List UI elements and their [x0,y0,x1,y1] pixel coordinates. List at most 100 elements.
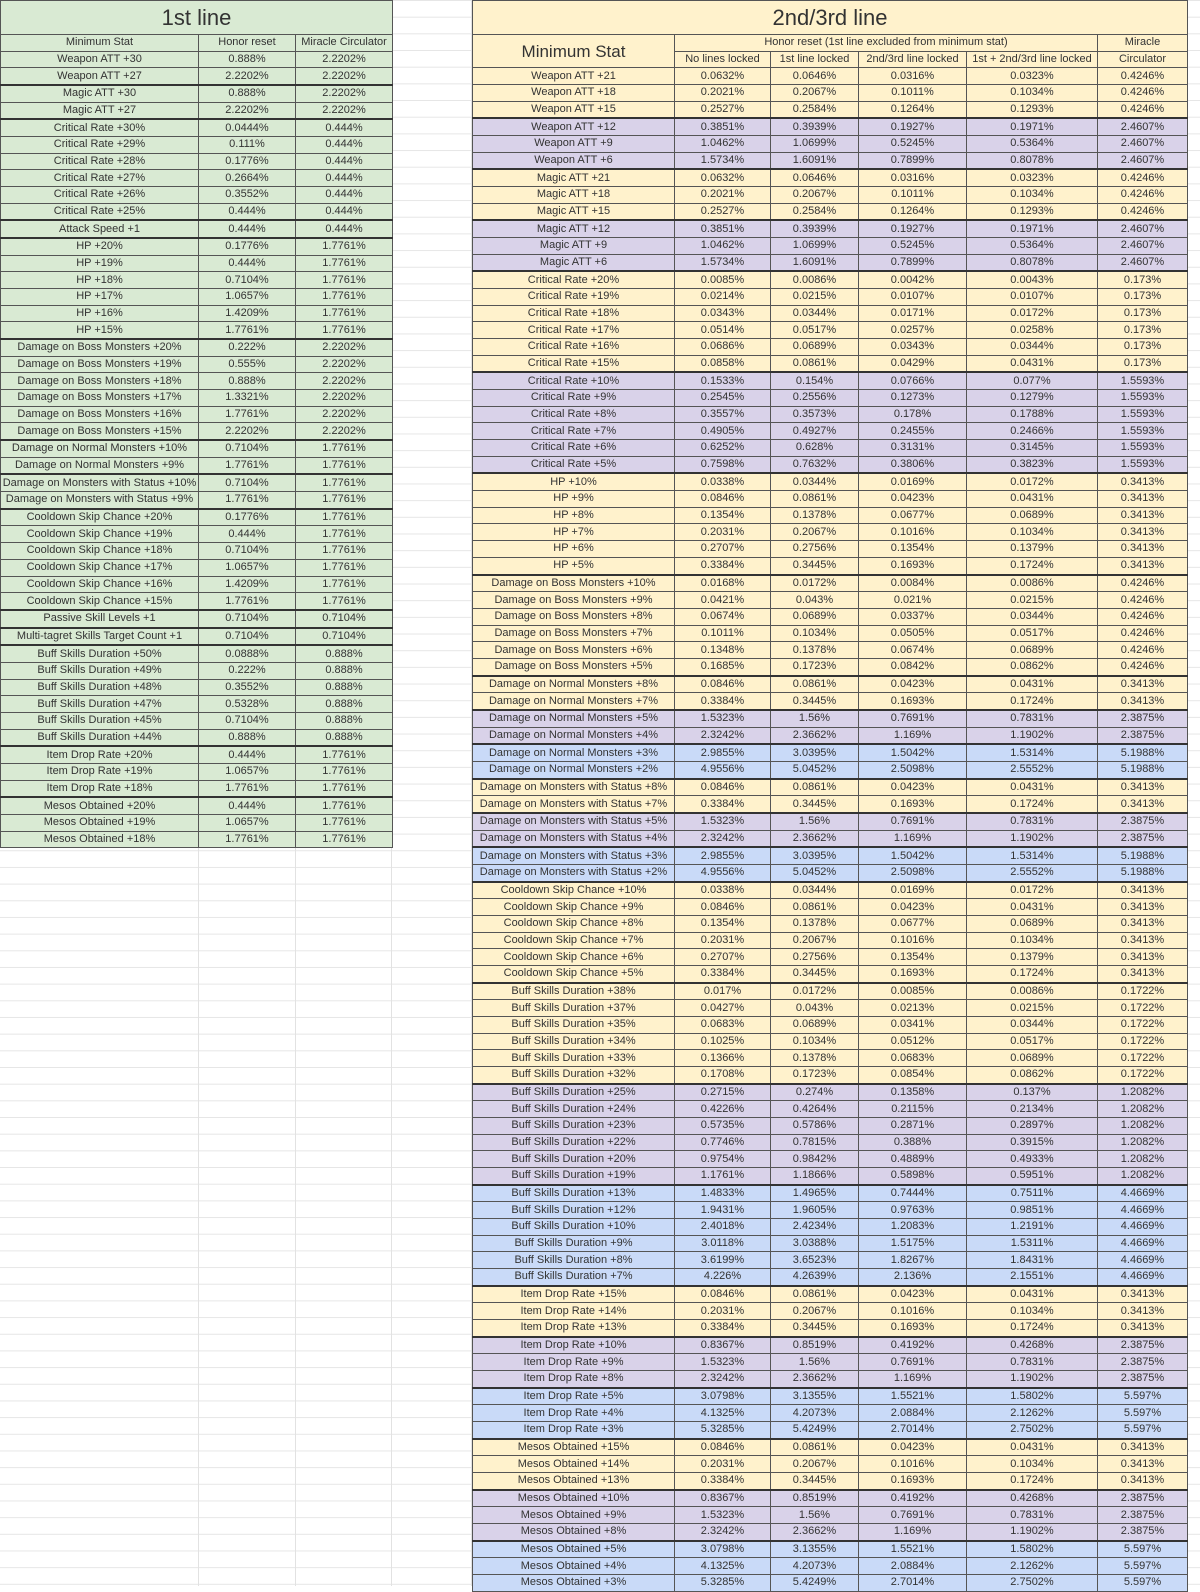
cell-1st-line-locked[interactable]: 0.1378% [770,506,859,525]
cell-miracle-circulator[interactable]: 0.1722% [1096,999,1189,1017]
cell-stat[interactable]: Critical Rate +20% [472,270,675,290]
cell-miracle-circulator[interactable]: 0.4246% [1096,624,1189,643]
cell-1st-and-2nd-3rd-locked[interactable]: 0.0258% [966,321,1098,340]
cell-no-lines-locked[interactable]: 0.2031% [674,931,771,950]
cell-1st-line-locked[interactable]: 0.0861% [770,898,859,916]
cell-honor-reset[interactable]: 0.7104% [198,473,296,493]
cell-stat[interactable]: HP +10% [472,472,675,492]
cell-stat[interactable]: Mesos Obtained +18% [0,830,199,849]
cell-no-lines-locked[interactable]: 0.2707% [674,540,771,558]
cell-stat[interactable]: Mesos Obtained +4% [472,1557,675,1576]
cell-stat[interactable]: Critical Rate +10% [472,371,675,391]
cell-1st-and-2nd-3rd-locked[interactable]: 2.1262% [966,1557,1098,1576]
cell-no-lines-locked[interactable]: 1.4833% [674,1183,771,1203]
cell-2nd-3rd-line-locked[interactable]: 0.1264% [858,100,967,119]
cell-miracle-circulator[interactable]: 1.7761% [294,558,394,577]
cell-2nd-3rd-line-locked[interactable]: 0.1354% [858,540,967,558]
cell-miracle-circulator[interactable]: 2.3875% [1096,1353,1189,1372]
cell-1st-line-locked[interactable]: 0.0861% [770,1284,859,1304]
cell-stat[interactable]: HP +17% [0,288,199,306]
cell-1st-and-2nd-3rd-locked[interactable]: 0.4268% [966,1335,1098,1355]
cell-no-lines-locked[interactable]: 1.5323% [674,811,771,831]
cell-stat[interactable]: Damage on Normal Monsters +8% [472,674,675,694]
cell-miracle-circulator[interactable]: 1.2082% [1096,1117,1189,1135]
cell-no-lines-locked[interactable]: 0.3384% [674,1472,771,1491]
cell-1st-line-locked[interactable]: 0.3445% [770,1472,859,1491]
cell-1st-line-locked[interactable]: 0.0215% [770,288,859,306]
cell-miracle-circulator[interactable]: 1.5593% [1096,389,1189,407]
cell-honor-reset[interactable]: 0.7104% [198,711,296,730]
cell-stat[interactable]: Damage on Monsters with Status +5% [472,811,675,831]
cell-2nd-3rd-line-locked[interactable]: 0.4192% [858,1335,967,1355]
cell-no-lines-locked[interactable]: 1.9431% [674,1201,771,1220]
cell-1st-line-locked[interactable]: 0.154% [770,371,859,391]
cell-honor-reset[interactable]: 0.888% [198,728,296,747]
cell-stat[interactable]: Damage on Normal Monsters +2% [472,760,675,780]
cell-2nd-3rd-line-locked[interactable]: 0.5245% [858,135,967,153]
cell-honor-reset[interactable]: 0.7104% [198,626,296,646]
cell-1st-and-2nd-3rd-locked[interactable]: 0.1724% [966,795,1098,814]
cell-honor-reset[interactable]: 1.7761% [198,491,296,510]
cell-no-lines-locked[interactable]: 0.7746% [674,1133,771,1152]
cell-2nd-3rd-line-locked[interactable]: 0.0085% [858,981,967,1001]
cell-1st-line-locked[interactable]: 2.3662% [770,829,859,848]
cell-stat[interactable]: Item Drop Rate +10% [472,1335,675,1355]
cell-1st-line-locked[interactable]: 2.3662% [770,1370,859,1389]
cell-stat[interactable]: Cooldown Skip Chance +15% [0,592,199,611]
cell-1st-line-locked[interactable]: 1.1866% [770,1167,859,1186]
cell-stat[interactable]: Magic ATT +6 [472,253,675,272]
cell-1st-and-2nd-3rd-locked[interactable]: 1.5311% [966,1234,1098,1253]
cell-2nd-3rd-line-locked[interactable]: 0.7899% [858,253,967,272]
cell-no-lines-locked[interactable]: 0.0683% [674,1015,771,1034]
cell-miracle-circulator[interactable]: 0.173% [1096,304,1189,323]
cell-1st-line-locked[interactable]: 1.56% [770,708,859,728]
cell-no-lines-locked[interactable]: 0.1685% [674,657,771,677]
cell-no-lines-locked[interactable]: 0.3384% [674,1319,771,1338]
cell-1st-line-locked[interactable]: 3.6523% [770,1251,859,1270]
cell-no-lines-locked[interactable]: 0.8367% [674,1488,771,1508]
cell-1st-and-2nd-3rd-locked[interactable]: 0.1379% [966,540,1098,558]
cell-2nd-3rd-line-locked[interactable]: 0.4192% [858,1488,967,1508]
cell-stat[interactable]: Item Drop Rate +5% [472,1386,675,1406]
cell-no-lines-locked[interactable]: 5.3285% [674,1421,771,1440]
cell-miracle-circulator[interactable]: 1.7761% [294,439,394,458]
cell-2nd-3rd-line-locked[interactable]: 1.169% [858,1523,967,1542]
cell-no-lines-locked[interactable]: 0.0846% [674,490,771,508]
cell-stat[interactable]: Buff Skills Duration +33% [472,1049,675,1067]
cell-1st-and-2nd-3rd-locked[interactable]: 2.7502% [966,1421,1098,1440]
cell-2nd-3rd-line-locked[interactable]: 0.7691% [858,811,967,831]
cell-1st-and-2nd-3rd-locked[interactable]: 0.3915% [966,1133,1098,1152]
cell-stat[interactable]: Damage on Normal Monsters +7% [472,692,675,711]
cell-stat[interactable]: Damage on Normal Monsters +9% [0,456,199,475]
cell-1st-line-locked[interactable]: 0.0861% [770,354,859,373]
cell-stat[interactable]: Magic ATT +9 [472,237,675,255]
cell-1st-line-locked[interactable]: 0.2067% [770,1302,859,1321]
cell-no-lines-locked[interactable]: 0.1708% [674,1065,771,1085]
cell-stat[interactable]: HP +20% [0,237,199,256]
cell-no-lines-locked[interactable]: 2.4018% [674,1218,771,1236]
cell-1st-and-2nd-3rd-locked[interactable]: 0.1034% [966,931,1098,950]
cell-miracle-circulator[interactable]: 1.7761% [294,237,394,256]
cell-2nd-3rd-line-locked[interactable]: 0.1693% [858,795,967,814]
cell-1st-line-locked[interactable]: 0.0172% [770,981,859,1001]
cell-stat[interactable]: Damage on Normal Monsters +4% [472,726,675,745]
cell-stat[interactable]: Weapon ATT +9 [472,135,675,153]
cell-miracle-circulator[interactable]: 4.4669% [1096,1234,1189,1253]
cell-miracle-circulator[interactable]: 2.2202% [294,389,394,407]
cell-1st-line-locked[interactable]: 0.3445% [770,964,859,984]
cell-1st-and-2nd-3rd-locked[interactable]: 0.1971% [966,219,1098,239]
cell-stat[interactable]: Buff Skills Duration +47% [0,695,199,713]
cell-stat[interactable]: Critical Rate +25% [0,202,199,221]
cell-no-lines-locked[interactable]: 0.0846% [674,1437,771,1457]
cell-stat[interactable]: Item Drop Rate +18% [0,779,199,798]
cell-2nd-3rd-line-locked[interactable]: 0.0505% [858,624,967,643]
cell-miracle-circulator[interactable]: 0.444% [294,169,394,188]
cell-no-lines-locked[interactable]: 0.1354% [674,914,771,933]
cell-2nd-3rd-line-locked[interactable]: 0.1011% [858,84,967,102]
cell-stat[interactable]: Damage on Normal Monsters +10% [0,439,199,458]
column-header-miracle[interactable]: Miracle [1096,34,1189,52]
cell-2nd-3rd-line-locked[interactable]: 0.0423% [858,777,967,797]
cell-no-lines-locked[interactable]: 0.0632% [674,67,771,86]
cell-2nd-3rd-line-locked[interactable]: 0.1927% [858,117,967,137]
cell-stat[interactable]: Buff Skills Duration +9% [472,1234,675,1253]
